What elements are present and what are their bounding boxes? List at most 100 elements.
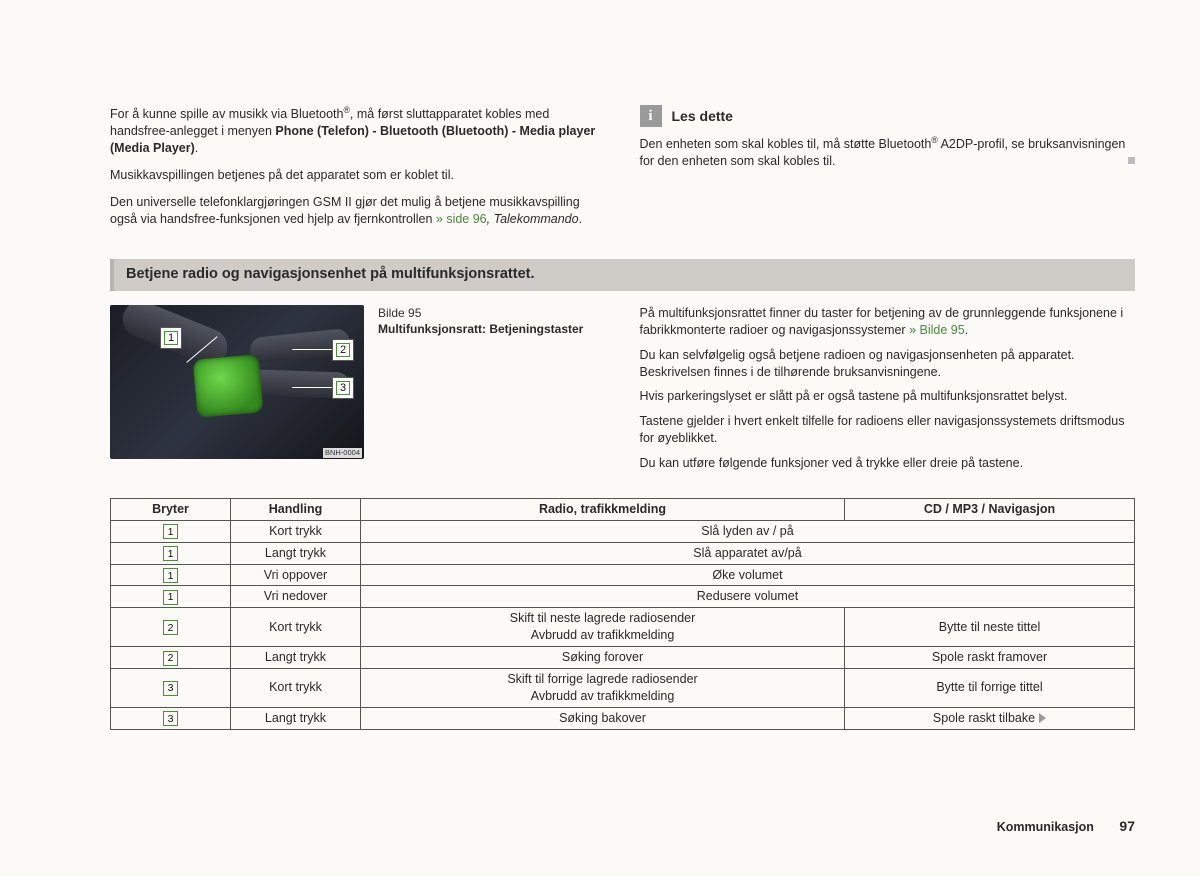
cell-radio: Søking forover <box>361 647 845 669</box>
text: Avbrudd av trafikkmelding <box>367 688 838 705</box>
th-cd: CD / MP3 / Navigasjon <box>845 498 1135 520</box>
cell-span: Slå apparatet av/på <box>361 542 1135 564</box>
image-code: BNH-0004 <box>323 448 362 458</box>
num-icon: 3 <box>163 711 178 726</box>
info-icon: i <box>640 105 662 127</box>
left-column: For å kunne spille av musikk via Bluetoo… <box>110 105 606 237</box>
num-icon: 1 <box>163 524 178 539</box>
th-radio: Radio, trafikkmelding <box>361 498 845 520</box>
text: Skift til forrige lagrede radiosender <box>367 671 838 688</box>
table-row: 2 Langt trykk Søking forover Spole raskt… <box>111 647 1135 669</box>
cell-action: Langt trykk <box>231 542 361 564</box>
text: . <box>195 141 198 155</box>
th-handling: Handling <box>231 498 361 520</box>
cell-bryter: 1 <box>111 586 231 608</box>
cell-radio: Skift til neste lagrede radiosender Avbr… <box>361 608 845 647</box>
cell-cd: Bytte til neste tittel <box>845 608 1135 647</box>
cell-span: Redusere volumet <box>361 586 1135 608</box>
cell-cd: Spole raskt tilbake <box>845 707 1135 729</box>
figure-block: 1 2 3 BNH-0004 Bilde 95 Multifunksjonsra… <box>110 305 606 480</box>
table-row: 2 Kort trykk Skift til neste lagrede rad… <box>111 608 1135 647</box>
table-header-row: Bryter Handling Radio, trafikkmelding CD… <box>111 498 1135 520</box>
text: For å kunne spille av musikk via Bluetoo… <box>110 107 343 121</box>
controls-table: Bryter Handling Radio, trafikkmelding CD… <box>110 498 1135 730</box>
table-row: 1 Vri oppover Øke volumet <box>111 564 1135 586</box>
section-heading: Betjene radio og navigasjonsenhet på mul… <box>110 259 1135 291</box>
cell-action: Vri oppover <box>231 564 361 586</box>
intro-p3: Den universelle telefonklargjøringen GSM… <box>110 194 606 228</box>
right-column: i Les dette Den enheten som skal kobles … <box>640 105 1136 237</box>
desc-p3: Hvis parkeringslyset er slått på er også… <box>640 388 1136 405</box>
cell-radio: Søking bakover <box>361 707 845 729</box>
info-title: Les dette <box>672 107 733 126</box>
desc-p4: Tastene gjelder i hvert enkelt tilfelle … <box>640 413 1136 447</box>
num-icon: 1 <box>163 568 178 583</box>
footer-section: Kommunikasjon <box>997 820 1094 834</box>
cell-bryter: 2 <box>111 608 231 647</box>
cell-action: Kort trykk <box>231 608 361 647</box>
text: Den enheten som skal kobles til, må støt… <box>640 137 932 151</box>
cell-action: Kort trykk <box>231 668 361 707</box>
num-icon: 1 <box>163 546 178 561</box>
intro-p1: For å kunne spille av musikk via Bluetoo… <box>110 105 606 157</box>
callout-line <box>292 349 334 350</box>
table-row: 1 Langt trykk Slå apparatet av/på <box>111 542 1135 564</box>
num-icon: 1 <box>163 590 178 605</box>
cell-span: Slå lyden av / på <box>361 520 1135 542</box>
cell-bryter: 3 <box>111 707 231 729</box>
wheel-control-hub <box>193 354 264 418</box>
text-italic: , Talekommando <box>487 212 579 226</box>
continue-arrow-icon <box>1039 713 1046 723</box>
table-row: 3 Langt trykk Søking bakover Spole raskt… <box>111 707 1135 729</box>
callout-num: 2 <box>336 343 350 357</box>
desc-p1: På multifunksjonsrattet finner du taster… <box>640 305 1136 339</box>
cell-bryter: 1 <box>111 520 231 542</box>
cell-action: Vri nedover <box>231 586 361 608</box>
table-row: 1 Vri nedover Redusere volumet <box>111 586 1135 608</box>
figure-description: På multifunksjonsrattet finner du taster… <box>640 305 1136 480</box>
cell-bryter: 1 <box>111 564 231 586</box>
num-icon: 2 <box>163 620 178 635</box>
callout-line <box>292 387 334 388</box>
desc-p5: Du kan utføre følgende funksjoner ved å … <box>640 455 1136 472</box>
steering-wheel-image: 1 2 3 BNH-0004 <box>110 305 364 459</box>
cell-bryter: 1 <box>111 542 231 564</box>
callout-box-3: 3 <box>332 377 354 399</box>
table-body: 1 Kort trykk Slå lyden av / på 1 Langt t… <box>111 520 1135 729</box>
callout-num: 1 <box>164 331 178 345</box>
cell-span: Øke volumet <box>361 564 1135 586</box>
caption-subtitle: Multifunksjonsratt: Betjeningstaster <box>378 321 583 337</box>
figure-ref-link[interactable]: » Bilde 95 <box>909 323 965 337</box>
table-row: 3 Kort trykk Skift til forrige lagrede r… <box>111 668 1135 707</box>
text: På multifunksjonsrattet finner du taster… <box>640 306 1124 337</box>
cell-action: Langt trykk <box>231 647 361 669</box>
text: . <box>965 323 968 337</box>
section-end-icon <box>1128 157 1135 164</box>
figure-row: 1 2 3 BNH-0004 Bilde 95 Multifunksjonsra… <box>110 305 1135 480</box>
intro-p2: Musikkavspillingen betjenes på det appar… <box>110 167 606 184</box>
text: Avbrudd av trafikkmelding <box>367 627 838 644</box>
cell-action: Kort trykk <box>231 520 361 542</box>
cell-cd: Spole raskt framover <box>845 647 1135 669</box>
desc-p2: Du kan selvfølgelig også betjene radioen… <box>640 347 1136 381</box>
text: . <box>579 212 582 226</box>
cell-radio: Skift til forrige lagrede radiosender Av… <box>361 668 845 707</box>
text: Skift til neste lagrede radiosender <box>367 610 838 627</box>
num-icon: 2 <box>163 651 178 666</box>
callout-box-2: 2 <box>332 339 354 361</box>
cell-bryter: 3 <box>111 668 231 707</box>
intro-columns: For å kunne spille av musikk via Bluetoo… <box>110 105 1135 237</box>
callout-num: 3 <box>336 381 350 395</box>
num-icon: 3 <box>163 681 178 696</box>
callout-box-1: 1 <box>160 327 182 349</box>
figure-caption: Bilde 95 Multifunksjonsratt: Betjeningst… <box>378 305 583 480</box>
caption-title: Bilde 95 <box>378 305 583 321</box>
info-header: i Les dette <box>640 105 1136 127</box>
table-row: 1 Kort trykk Slå lyden av / på <box>111 520 1135 542</box>
th-bryter: Bryter <box>111 498 231 520</box>
page-footer: Kommunikasjon 97 <box>997 817 1135 836</box>
footer-page: 97 <box>1119 818 1135 834</box>
page-ref-link[interactable]: » side 96 <box>436 212 487 226</box>
cell-cd: Bytte til forrige tittel <box>845 668 1135 707</box>
cell-bryter: 2 <box>111 647 231 669</box>
